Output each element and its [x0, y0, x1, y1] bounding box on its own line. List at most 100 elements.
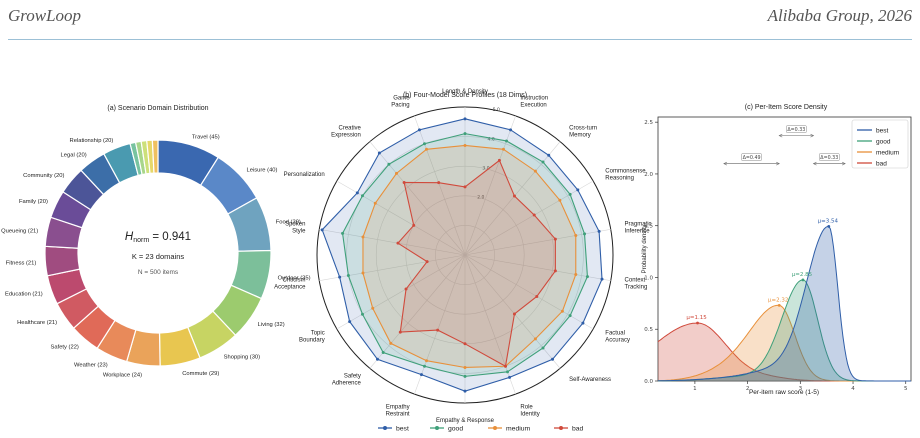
density-fill-medium — [658, 305, 911, 381]
radar-point-good — [341, 231, 345, 235]
radar-axis-label: Factual Accuracy — [605, 331, 630, 344]
delta-box — [819, 153, 840, 161]
bottom-legend-label-good: good — [448, 426, 463, 433]
radar-point-good — [568, 192, 572, 196]
density-ticks: 1 2 3 4 5 0.0 0.5 1.0 1.5 2.0 2.5 — [644, 120, 908, 392]
donut-slice-label: Family (20) — [19, 199, 48, 205]
bottom-legend-marker-medium — [493, 426, 497, 430]
radar-point-best — [355, 191, 359, 195]
donut-slices — [44, 139, 272, 367]
radar-axis-label: Safety Adherence — [332, 374, 362, 387]
y-tick-label: 2.5 — [644, 120, 653, 126]
radar-title: (b) Four-Model Score Profiles (18 Dims) — [403, 92, 527, 99]
radar-axis-label: Role Identity — [520, 405, 539, 418]
delta-label: Δ=0.33 — [820, 155, 838, 161]
radar-point-bad — [532, 213, 536, 217]
radar-point-good — [505, 139, 509, 143]
radar-point-best — [597, 229, 601, 233]
donut-title: (a) Scenario Domain Distribution — [107, 105, 208, 112]
radar-axis-label-line: Boundary — [299, 338, 325, 344]
donut-labels: Travel (45) Leisure (40) Food (39) Outdoor … — [1, 134, 310, 378]
radar-point-best — [417, 128, 421, 132]
header-right: Alibaba Group, 2026 — [767, 6, 912, 25]
radar-spoke — [319, 254, 466, 281]
radar-point-bad — [463, 185, 467, 189]
radar-axis-label-line: Cross-turn — [569, 125, 597, 131]
legend-label-best: best — [876, 128, 888, 135]
delta-label: Δ=0.49 — [743, 155, 761, 161]
entropy-number: = 0.941 — [149, 231, 191, 243]
radar-axis-label-line: Commonsense — [605, 169, 646, 175]
radar-axis-label: Game Pacing — [391, 95, 410, 108]
radar-point-bad — [396, 241, 400, 245]
radar-point-bad — [553, 269, 557, 273]
radar-axis-label: Length & Density — [442, 89, 488, 95]
radar-point-medium — [361, 271, 365, 275]
radar-spoke — [369, 141, 466, 256]
radar-point-bad — [402, 180, 406, 184]
radar-axis-label: Spoken Style — [285, 221, 306, 234]
radar-axis-label: Criticism Acceptance — [274, 278, 306, 291]
radar-point-good — [360, 312, 364, 316]
donut-slice-label: Leisure (40) — [247, 168, 278, 174]
donut-slice-label: Travel (45) — [192, 134, 220, 140]
density-mean-point — [777, 303, 781, 307]
header-left: GrowLoop — [8, 6, 82, 25]
radar-axis-label-line: Topic — [311, 331, 325, 337]
radar-point-good — [463, 132, 467, 136]
delta-arrowheads — [778, 133, 815, 138]
radar-point-best — [509, 128, 513, 132]
radar-point-medium — [373, 201, 377, 205]
radar-point-medium — [501, 147, 505, 151]
radar-axis-label-line: Adherence — [332, 381, 362, 387]
y-tick-label: 1.5 — [644, 224, 653, 230]
radar-point-medium — [361, 235, 365, 239]
radar-axis-label-line: Factual — [605, 331, 625, 337]
radar-axis-label-line: Personalization — [284, 172, 325, 178]
density-mean-point — [801, 278, 805, 282]
density-mean-point — [827, 224, 831, 228]
radar-point-best — [551, 357, 555, 361]
radar-point-best — [508, 375, 512, 379]
radar-point-best — [547, 153, 551, 157]
radar-point-bad — [398, 330, 402, 334]
radar-point-bad — [512, 312, 516, 316]
density-legend-box — [851, 119, 909, 169]
radar-spoke — [369, 254, 466, 369]
radar-axis-label: Commonsense Reasoning — [605, 169, 646, 182]
radar-point-bad — [535, 294, 539, 298]
radar-axis-label-line: Empathy — [386, 405, 410, 411]
donut-slice-label: Weather (23) — [74, 363, 108, 369]
radar-axis-label: Instruction Execution — [520, 95, 548, 108]
header-rule — [8, 39, 912, 40]
legend-label-bad: bad — [876, 161, 887, 168]
radar-axis-label: Cross-turn Memory — [569, 125, 597, 138]
donut-slice-label: Food (39) — [276, 219, 301, 225]
radar-axis-label-line: Pragmatic — [625, 221, 652, 227]
radar-point-best — [377, 151, 381, 155]
radar-point-medium — [425, 359, 429, 363]
radar-axis-label-line: Self-Awareness — [569, 377, 611, 383]
radar-point-medium — [463, 143, 467, 147]
radar-axis-label-line: Expression — [331, 132, 361, 138]
radar-axis-label-line: Reasoning — [605, 176, 634, 182]
x-tick-label: 3 — [799, 386, 803, 392]
radar-ring-label: 5.0 — [493, 107, 500, 113]
bottom-legend: best good medium bad — [378, 426, 584, 433]
donut-slice-label: Commute (29) — [182, 371, 219, 377]
radar-ring-label: 3.0 — [482, 166, 489, 172]
radar-series — [320, 117, 604, 393]
delta-box — [786, 125, 807, 133]
radar-axis-labels: Length & Density Instruction Execution Cros… — [274, 89, 651, 424]
radar-axis-label-line: Spoken — [285, 221, 305, 227]
y-tick-label: 1.0 — [644, 275, 653, 281]
radar-axis-label-line: Style — [292, 228, 306, 234]
radar-axis-label-line: Length & Density — [442, 89, 488, 95]
bottom-legend-marker-best — [383, 426, 387, 430]
radar-axis-label-line: Accuracy — [605, 338, 630, 344]
radar-point-best — [581, 321, 585, 325]
radar-axis-label-line: Instruction — [520, 95, 548, 101]
radar-point-good — [585, 275, 589, 279]
radar-point-bad — [553, 237, 557, 241]
donut-slice-label: Queueing (21) — [1, 228, 38, 234]
